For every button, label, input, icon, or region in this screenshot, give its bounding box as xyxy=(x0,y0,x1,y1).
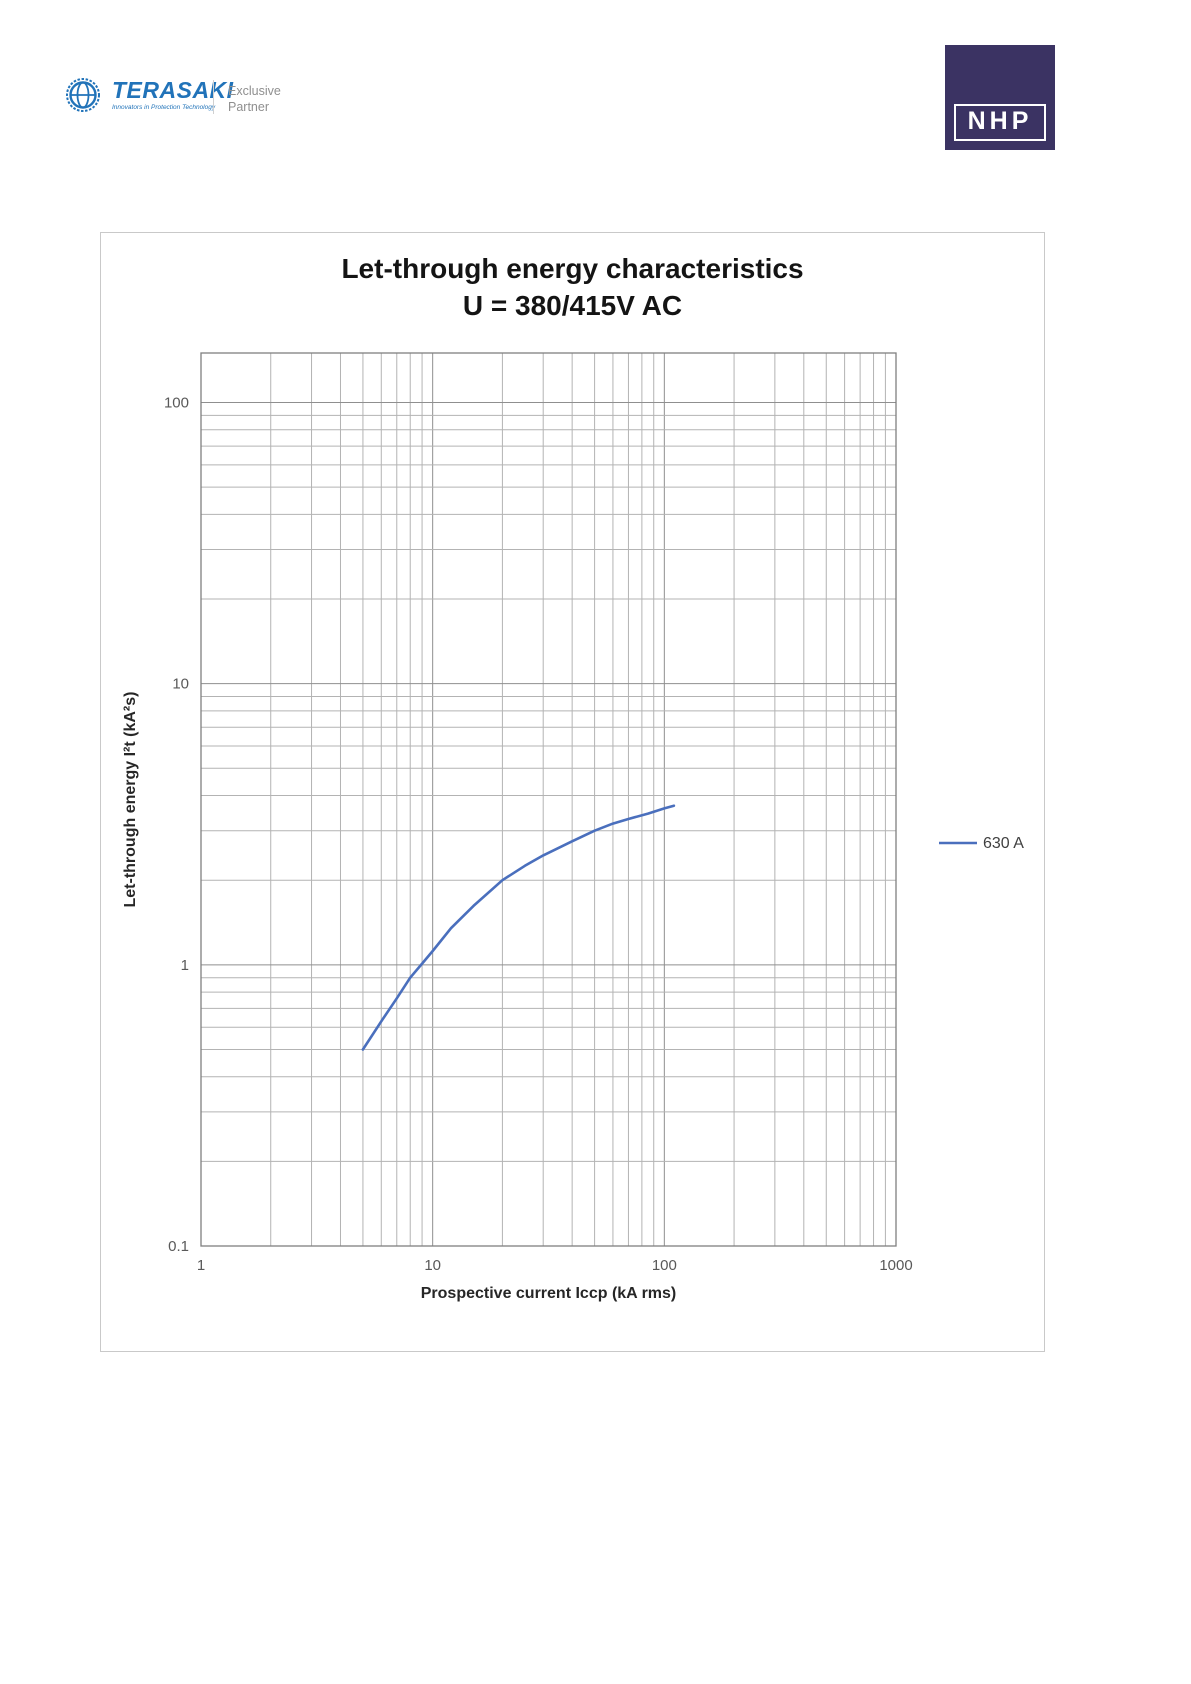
y-tick-label: 100 xyxy=(164,395,189,412)
x-axis-title: Prospective current Iccp (kA rms) xyxy=(421,1285,677,1302)
x-tick-label: 1000 xyxy=(879,1257,912,1274)
y-tick-label: 1 xyxy=(181,957,189,974)
chart-subtitle: U = 380/415V AC xyxy=(462,290,683,321)
terasaki-logo: TERASAKI Innovators in Protection Techno… xyxy=(62,74,234,116)
terasaki-globe-icon xyxy=(62,74,104,116)
y-axis-title: Let-through energy I²t (kA²s) xyxy=(122,692,139,908)
let-through-energy-chart: 1 10 100 1000 0.1 1 10 100 Prospective current I… xyxy=(122,352,1024,1302)
legend-label: 630 A xyxy=(983,835,1024,852)
y-tick-label: 10 xyxy=(172,676,189,693)
x-tick-label: 10 xyxy=(424,1257,441,1274)
chart-title: Let-through energy characteristics xyxy=(341,253,804,284)
terasaki-brand-text: TERASAKI xyxy=(112,77,234,103)
terasaki-tagline: Innovators in Protection Technology xyxy=(112,104,216,111)
chart-card: Let-through energy characteristics U = 3… xyxy=(100,232,1045,1352)
exclusive-partner-line1: Exclusive xyxy=(228,84,281,98)
y-tick-label: 0.1 xyxy=(168,1238,189,1255)
header-divider xyxy=(213,80,214,114)
x-tick-label: 1 xyxy=(197,1257,205,1274)
nhp-logo-text: NHP xyxy=(954,104,1046,141)
nhp-logo: NHP xyxy=(945,45,1055,150)
plot-border xyxy=(200,352,897,1247)
series-line-630-A xyxy=(361,804,676,1051)
exclusive-partner-line2: Partner xyxy=(228,100,269,115)
x-tick-label: 100 xyxy=(652,1257,677,1274)
exclusive-partner-label: Exclusive Partner xyxy=(228,83,281,116)
